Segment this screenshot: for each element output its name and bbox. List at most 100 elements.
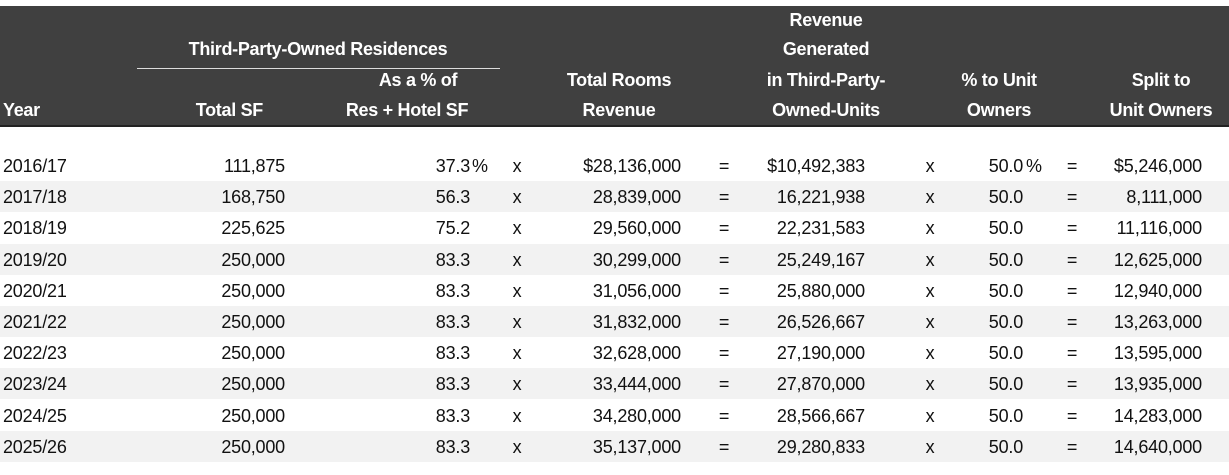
rooms-revenue-cell: 31,832,000 bbox=[592, 312, 681, 332]
col-header-year: Year bbox=[3, 100, 40, 120]
col-header-generated-line4: Owned-Units bbox=[772, 100, 880, 120]
multiply-sign: x bbox=[925, 374, 935, 395]
table-row: 2023/24 250,000 83.3 x 33,444,000 = 27,870,000… bbox=[0, 368, 1229, 400]
total-sf-cell: 250,000 bbox=[221, 312, 285, 332]
year-cell: 2023/24 bbox=[3, 374, 67, 395]
pct-cell: 56.3 bbox=[435, 187, 470, 208]
generated-revenue-cell: 22,231,583 bbox=[776, 218, 865, 239]
rooms-revenue-cell: 29,560,000 bbox=[592, 218, 681, 239]
equals-sign: = bbox=[1066, 312, 1078, 332]
equals-sign: = bbox=[1066, 436, 1078, 457]
col-header-total-sf: Total SF bbox=[195, 100, 264, 120]
multiply-sign: x bbox=[925, 249, 935, 270]
equals-sign: = bbox=[1066, 218, 1078, 239]
owners-pct-cell: 50.0 bbox=[988, 156, 1023, 176]
split-cell: 12,625,000 bbox=[1113, 249, 1202, 270]
year-cell: 2020/21 bbox=[3, 280, 67, 301]
equals-sign: = bbox=[718, 156, 730, 176]
table-row: 2018/19 225,625 75.2 x 29,560,000 = 22,231,583… bbox=[0, 212, 1229, 243]
multiply-sign: x bbox=[512, 280, 522, 301]
total-sf-cell: 250,000 bbox=[221, 280, 285, 301]
equals-sign: = bbox=[718, 405, 730, 426]
col-header-owners-line2: Owners bbox=[966, 100, 1032, 120]
table-row: 2020/21 250,000 83.3 x 31,056,000 = 25,880,000… bbox=[0, 275, 1229, 306]
split-cell: 12,940,000 bbox=[1113, 280, 1202, 301]
pct-cell: 83.3 bbox=[435, 343, 470, 364]
equals-sign: = bbox=[1066, 405, 1078, 426]
split-cell: 13,263,000 bbox=[1113, 312, 1202, 332]
equals-sign: = bbox=[718, 249, 730, 270]
col-header-rooms-line2: Revenue bbox=[582, 100, 656, 120]
equals-sign: = bbox=[1066, 280, 1078, 301]
multiply-sign: x bbox=[925, 280, 935, 301]
pct-cell: 83.3 bbox=[435, 436, 470, 457]
equals-sign: = bbox=[718, 312, 730, 332]
table-row: 2022/23 250,000 83.3 x 32,628,000 = 27,190,000… bbox=[0, 337, 1229, 368]
owners-pct-cell: 50.0 bbox=[988, 312, 1023, 332]
total-sf-cell: 250,000 bbox=[221, 343, 285, 364]
split-cell: 8,111,000 bbox=[1126, 187, 1202, 208]
table-row: 2019/20 250,000 83.3 x 30,299,000 = 25,249,167… bbox=[0, 243, 1229, 275]
pct-cell: 75.2 bbox=[435, 218, 470, 239]
col-header-rooms-line1: Total Rooms bbox=[566, 70, 672, 90]
total-sf-cell: 250,000 bbox=[221, 405, 285, 426]
total-sf-cell: 250,000 bbox=[221, 436, 285, 457]
pct-cell: 83.3 bbox=[435, 249, 470, 270]
generated-revenue-cell: 29,280,833 bbox=[776, 436, 865, 457]
multiply-sign: x bbox=[512, 374, 522, 395]
rooms-revenue-cell: 35,137,000 bbox=[592, 436, 681, 457]
pct-cell: 83.3 bbox=[435, 405, 470, 426]
col-header-pct-line1: As a % of bbox=[378, 70, 458, 90]
year-cell: 2025/26 bbox=[3, 436, 67, 457]
col-header-pct-line2: Res + Hotel SF bbox=[345, 100, 469, 120]
rooms-revenue-cell: 32,628,000 bbox=[592, 343, 681, 364]
generated-revenue-cell: 25,249,167 bbox=[776, 249, 865, 270]
pct-suffix: % bbox=[472, 156, 488, 176]
year-cell: 2021/22 bbox=[3, 312, 67, 332]
split-cell: 13,595,000 bbox=[1113, 343, 1202, 364]
equals-sign: = bbox=[718, 343, 730, 364]
multiply-sign: x bbox=[512, 436, 522, 457]
split-cell: 14,283,000 bbox=[1113, 405, 1202, 426]
equals-sign: = bbox=[1066, 187, 1078, 208]
multiply-sign: x bbox=[512, 343, 522, 364]
pct-cell: 83.3 bbox=[435, 374, 470, 395]
equals-sign: = bbox=[718, 374, 730, 395]
equals-sign: = bbox=[718, 187, 730, 208]
generated-revenue-cell: 26,526,667 bbox=[776, 312, 865, 332]
multiply-sign: x bbox=[925, 218, 935, 239]
pct-cell: 83.3 bbox=[435, 312, 470, 332]
generated-revenue-cell: 27,870,000 bbox=[776, 374, 865, 395]
pct-cell: 83.3 bbox=[435, 280, 470, 301]
table-row: 2024/25 250,000 83.3 x 34,280,000 = 28,566,667… bbox=[0, 400, 1229, 431]
generated-revenue-cell: 27,190,000 bbox=[776, 343, 865, 364]
year-cell: 2016/17 bbox=[3, 156, 67, 176]
owners-pct-cell: 50.0 bbox=[988, 374, 1023, 395]
multiply-sign: x bbox=[925, 343, 935, 364]
multiply-sign: x bbox=[512, 249, 522, 270]
rooms-revenue-cell: 30,299,000 bbox=[592, 249, 681, 270]
owners-pct-cell: 50.0 bbox=[988, 436, 1023, 457]
rooms-revenue-cell: 34,280,000 bbox=[592, 405, 681, 426]
total-sf-cell: 111,875 bbox=[224, 156, 285, 176]
year-cell: 2018/19 bbox=[3, 218, 67, 239]
col-header-generated-line1: Revenue bbox=[789, 10, 863, 30]
multiply-sign: x bbox=[512, 405, 522, 426]
rooms-revenue-cell: $28,136,000 bbox=[583, 156, 681, 176]
group-underline bbox=[137, 68, 500, 69]
year-cell: 2019/20 bbox=[3, 249, 67, 270]
split-cell: 11,116,000 bbox=[1116, 218, 1203, 239]
year-cell: 2024/25 bbox=[3, 405, 67, 426]
multiply-sign: x bbox=[925, 187, 935, 208]
owners-pct-cell: 50.0 bbox=[988, 343, 1023, 364]
equals-sign: = bbox=[718, 436, 730, 457]
table-header: Third-Party-Owned Residences Year Total … bbox=[0, 6, 1229, 127]
total-sf-cell: 250,000 bbox=[221, 374, 285, 395]
owners-pct-suffix: % bbox=[1026, 156, 1042, 176]
split-cell: $5,246,000 bbox=[1113, 156, 1202, 176]
generated-revenue-cell: 16,221,938 bbox=[776, 187, 865, 208]
multiply-sign: x bbox=[925, 436, 935, 457]
total-sf-cell: 225,625 bbox=[221, 218, 285, 239]
pct-cell: 37.3 bbox=[435, 156, 470, 176]
rooms-revenue-cell: 31,056,000 bbox=[592, 280, 681, 301]
